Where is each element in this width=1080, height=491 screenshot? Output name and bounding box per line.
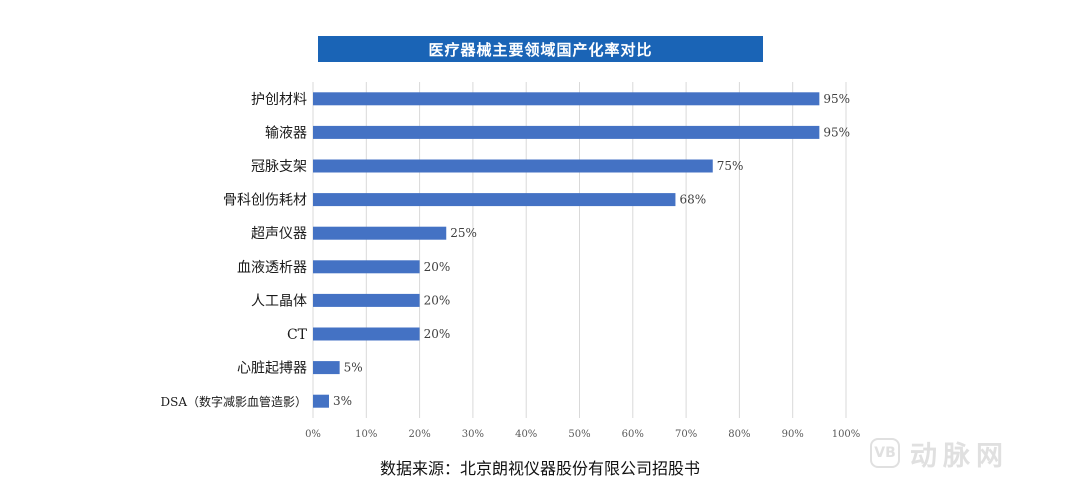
x-tick-label: 10% <box>355 429 377 440</box>
x-tick-label: 20% <box>408 429 430 440</box>
x-axis: 0% 10% 20% 30% 40% 50% 60% 70% 80% 90% 100% <box>305 429 860 440</box>
data-label: 75% <box>717 159 744 173</box>
category-label: DSA（数字减影血管造影） <box>160 394 307 409</box>
bar <box>313 159 713 173</box>
category-label: 护创材料 <box>251 92 307 108</box>
x-tick-label: 100% <box>832 429 861 440</box>
x-tick-label: 40% <box>515 429 537 440</box>
x-tick-label: 80% <box>728 429 750 440</box>
x-tick-label: 70% <box>675 429 697 440</box>
category-label: CT <box>287 327 308 343</box>
bars <box>313 92 820 408</box>
watermark-text: 动脉网 <box>910 440 1009 472</box>
category-label: 人工晶体 <box>251 293 307 309</box>
x-tick-label: 50% <box>568 429 590 440</box>
data-label: 3% <box>333 394 352 408</box>
source-note: 数据来源：北京朗视仪器股份有限公司招股书 <box>379 459 700 478</box>
value-labels: 95% 95% 75% 68% 25% 20% 20% 20% 5% 3% <box>333 92 850 408</box>
bar <box>313 92 820 106</box>
bar <box>313 327 420 341</box>
bar <box>313 394 329 408</box>
bar <box>313 260 420 274</box>
data-label: 95% <box>823 125 850 139</box>
category-label: 输液器 <box>265 125 307 141</box>
watermark: VB 动脉网 <box>870 435 1070 472</box>
bar <box>313 361 340 375</box>
data-label: 25% <box>450 226 477 240</box>
data-label: 20% <box>424 260 451 274</box>
category-label: 超声仪器 <box>251 226 307 242</box>
bar <box>313 226 447 240</box>
watermark-logo-icon: VB <box>870 438 900 468</box>
data-label: 20% <box>424 327 451 341</box>
data-label: 68% <box>679 193 706 207</box>
bar <box>313 293 420 307</box>
bar <box>313 193 676 207</box>
bar <box>313 125 820 139</box>
data-label: 5% <box>344 361 363 375</box>
category-label: 骨科创伤耗材 <box>223 193 307 209</box>
category-label: 血液透析器 <box>237 260 307 276</box>
category-label: 心脏起搏器 <box>237 360 307 377</box>
data-label: 20% <box>424 293 451 307</box>
x-tick-label: 90% <box>782 429 804 440</box>
x-tick-label: 30% <box>462 429 484 440</box>
x-tick-label: 60% <box>622 429 644 440</box>
x-tick-label: 0% <box>305 429 321 440</box>
category-label: 冠脉支架 <box>251 159 307 175</box>
data-label: 95% <box>823 92 850 106</box>
chart-title: 医疗器械主要领域国产化率对比 <box>318 36 763 62</box>
